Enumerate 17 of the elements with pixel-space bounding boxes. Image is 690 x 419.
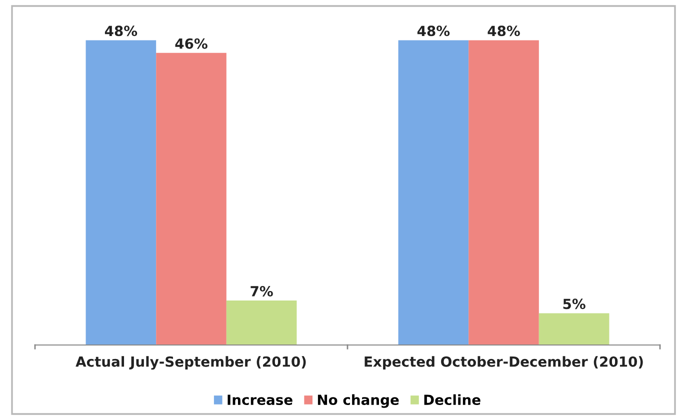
bar: [226, 300, 297, 345]
data-label: 48%: [488, 26, 520, 36]
legend-label: Decline: [424, 394, 480, 406]
data-label: 48%: [104, 26, 138, 36]
bar: [468, 40, 539, 345]
bar: [156, 52, 226, 345]
legend-label: Increase: [228, 394, 292, 406]
data-label: 48%: [417, 26, 450, 36]
bar: [398, 40, 469, 345]
data-label: 7%: [250, 286, 273, 296]
data-label: 5%: [563, 298, 586, 310]
data-label: 46%: [175, 38, 208, 49]
bar: [538, 313, 610, 345]
legend-label: No change: [318, 394, 399, 408]
x-tick-label: Actual July-September (2010): [76, 356, 306, 370]
bar: [86, 40, 156, 345]
x-tick-label: Expected October-December (2010): [364, 356, 643, 370]
